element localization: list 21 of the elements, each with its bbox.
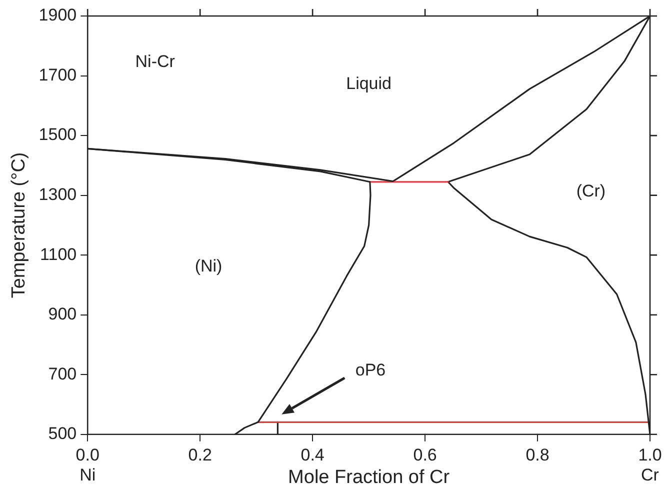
x-tick-label: 0.4: [300, 445, 324, 464]
annotation: Liquid: [346, 74, 392, 93]
x-tick-label: 0.2: [188, 445, 212, 464]
y-tick-label: 500: [48, 424, 77, 444]
y-axis-title: Temperature (°C): [8, 152, 30, 298]
y-tick-label: 1700: [38, 65, 77, 84]
x-axis-title: Mole Fraction of Cr: [288, 466, 450, 488]
y-tick-label: 900: [48, 304, 77, 324]
y-tick-label: 1100: [40, 244, 77, 264]
x-tick-label: 1.0 Cr: [638, 445, 662, 485]
annotation: (Ni): [194, 256, 222, 276]
annotation: oP6: [355, 360, 386, 380]
annotation: (Cr): [576, 181, 606, 200]
x-tick-label: 0.0 Ni: [76, 445, 100, 485]
x-tick-label: 0.6: [413, 445, 437, 464]
y-tick-label: 700: [48, 364, 77, 384]
y-tick-label: 1300: [38, 185, 77, 204]
y-tick-label: 1500: [38, 125, 77, 144]
x-tick-label: 0.8: [526, 445, 550, 464]
annotation: Ni-Cr: [135, 52, 176, 72]
y-tick-label: 1900: [38, 6, 77, 25]
